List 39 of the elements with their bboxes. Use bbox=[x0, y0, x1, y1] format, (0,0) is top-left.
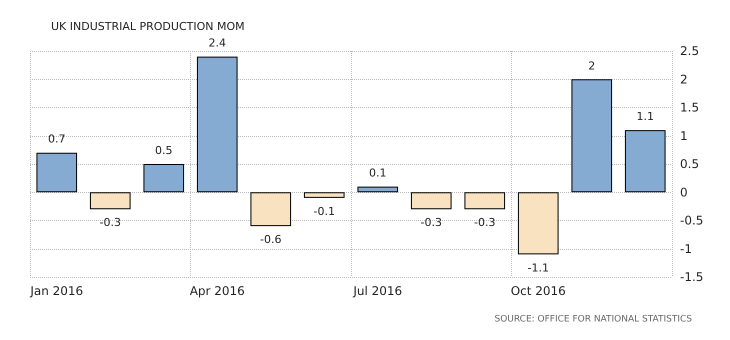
bar bbox=[143, 164, 184, 192]
y-tick-label: 0 bbox=[680, 185, 688, 200]
data-label: -0.6 bbox=[260, 233, 282, 246]
bar bbox=[36, 152, 78, 192]
x-tick-label: Jan 2016 bbox=[29, 284, 84, 298]
y-tick-label: 2 bbox=[680, 72, 688, 86]
y-tick-label: -1 bbox=[680, 242, 692, 256]
data-label: -1.1 bbox=[528, 261, 549, 274]
bar bbox=[304, 192, 345, 198]
x-tick-label: Oct 2016 bbox=[510, 284, 566, 298]
bar bbox=[464, 192, 506, 210]
bar bbox=[250, 192, 292, 226]
data-label: 0.7 bbox=[48, 132, 66, 146]
bar bbox=[624, 130, 666, 192]
data-label: 2 bbox=[588, 59, 596, 72]
y-tick-label: -1.5 bbox=[680, 270, 704, 284]
data-label: -0.3 bbox=[420, 216, 442, 230]
bar bbox=[196, 56, 238, 192]
data-label: 0.1 bbox=[369, 166, 386, 180]
y-tick-label: 2.5 bbox=[680, 44, 700, 58]
y-tick-label: 0.5 bbox=[680, 157, 700, 171]
data-label: 0.5 bbox=[155, 144, 172, 157]
y-tick-label: -0.5 bbox=[680, 214, 704, 228]
bar bbox=[357, 186, 398, 192]
data-label: 2.4 bbox=[208, 36, 226, 50]
y-tick-label: 1 bbox=[680, 128, 688, 143]
x-tick-label: Apr 2016 bbox=[190, 284, 245, 298]
bar bbox=[571, 79, 612, 192]
data-label: 1.1 bbox=[636, 110, 654, 124]
data-label: -0.3 bbox=[474, 216, 496, 230]
bar bbox=[410, 192, 452, 210]
y-tick-label: 1.5 bbox=[680, 100, 700, 114]
chart-title: UK INDUSTRIAL PRODUCTION MOM bbox=[51, 20, 245, 33]
bar bbox=[90, 192, 131, 210]
data-label: -0.3 bbox=[100, 216, 121, 230]
data-label: -0.1 bbox=[314, 204, 335, 218]
bar bbox=[518, 192, 559, 254]
source-note: SOURCE: OFFICE FOR NATIONAL STATISTICS bbox=[494, 314, 692, 324]
x-tick-label: Jul 2016 bbox=[352, 284, 402, 298]
